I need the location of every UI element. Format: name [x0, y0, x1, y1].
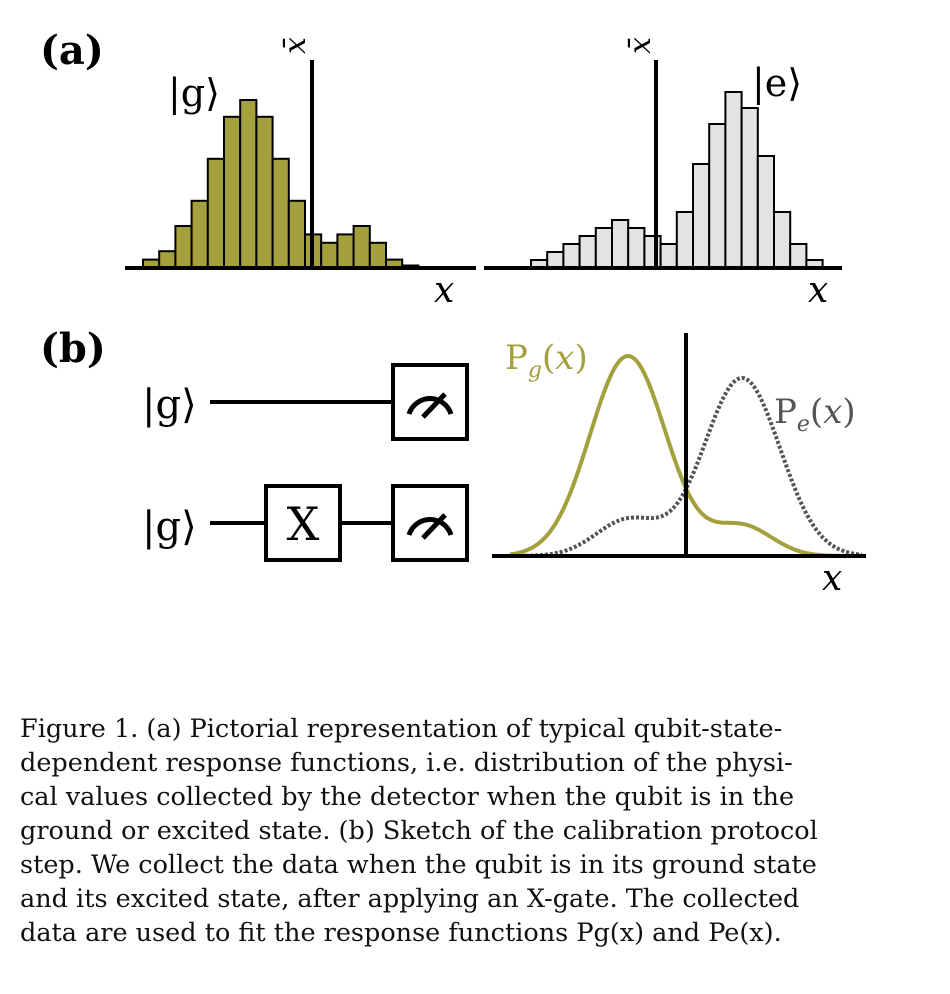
excited-histogram-bar: [611, 219, 630, 269]
excited-histogram: [530, 91, 824, 269]
excited-histogram-bar: [659, 243, 678, 269]
caption-line: step. We collect the data when the qubit…: [20, 850, 817, 880]
caption-line: cal values collected by the detector whe…: [20, 782, 795, 812]
excited-histogram-bar: [675, 211, 694, 269]
figure: (a) x̄ |g⟩ x x̄ |e⟩ x (b) |g⟩ |g⟩ X Pg(x…: [40, 27, 866, 599]
excited-histogram-bar: [773, 211, 792, 269]
ground-histogram-bar: [320, 241, 339, 270]
measurement-meter-icon: [391, 484, 469, 562]
caption-line: data are used to fit the response functi…: [20, 918, 782, 948]
caption-line: ground or excited state. (b) Sketch of t…: [20, 816, 818, 846]
excited-ket-label: |e⟩: [752, 61, 802, 105]
ground-histogram-bar: [336, 233, 355, 269]
excited-histogram-bar: [594, 227, 613, 269]
excited-histogram-bar: [692, 163, 711, 269]
excited-histogram-bar: [578, 235, 597, 269]
excited-threshold-label: x̄: [623, 37, 658, 54]
ground-histogram: [142, 99, 420, 270]
panel-b-label: (b): [40, 325, 106, 372]
measurement-meter-icon: [391, 363, 469, 441]
ground-histogram-bar: [368, 241, 387, 270]
caption-line: dependent response functions, i.e. distr…: [20, 748, 793, 778]
excited-histogram-bar: [627, 227, 646, 269]
figure-caption: Figure 1. (a) Pictorial representation o…: [20, 712, 926, 950]
ground-histogram-bar: [158, 250, 177, 269]
excited-histogram-bar: [546, 251, 565, 269]
ground-histogram-bar: [271, 157, 290, 269]
excited-histogram-bar: [643, 235, 662, 269]
pe-curve: [509, 375, 863, 558]
excited-histogram-bar: [562, 243, 581, 269]
ground-x-label: x: [434, 270, 454, 311]
excited-x-label: x: [808, 270, 828, 311]
panel-a-label: (a): [40, 27, 104, 74]
caption-line: and its excited state, after applying an…: [20, 884, 800, 914]
ground-histogram-bar: [190, 199, 209, 269]
excited-histogram-bar: [789, 243, 808, 269]
caption-line: Figure 1. (a) Pictorial representation o…: [20, 714, 783, 744]
pe-label: Pe(x): [774, 392, 856, 437]
ground-threshold-label: x̄: [278, 37, 313, 54]
circuit-row1-input: |g⟩: [142, 382, 197, 428]
excited-histogram-bar: [724, 91, 743, 269]
excited-histogram-bar: [756, 155, 775, 269]
excited-histogram-bar: [708, 123, 727, 269]
ground-histogram-bar: [223, 115, 242, 269]
ground-histogram-bar: [255, 115, 274, 269]
ground-histogram-bar: [174, 225, 193, 269]
ground-ket-label: |g⟩: [168, 71, 220, 115]
ground-histogram-bar: [239, 99, 258, 269]
curves-x-label: x: [822, 558, 842, 599]
ground-histogram-bar: [287, 199, 306, 269]
ground-histogram-bar: [206, 157, 226, 269]
excited-histogram-bar: [740, 107, 759, 269]
ground-histogram-bar: [352, 225, 371, 269]
circuit-row2-input: |g⟩: [142, 504, 197, 550]
pg-label: Pg(x): [505, 338, 588, 383]
x-gate-label: X: [287, 497, 320, 551]
